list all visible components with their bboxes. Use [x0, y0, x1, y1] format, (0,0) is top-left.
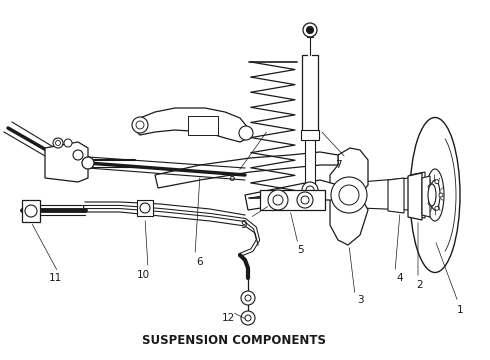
Circle shape [303, 23, 317, 37]
Circle shape [339, 185, 359, 205]
Circle shape [53, 138, 63, 148]
Circle shape [82, 157, 94, 169]
Circle shape [331, 177, 367, 213]
Ellipse shape [426, 169, 444, 221]
Text: 3: 3 [357, 295, 363, 305]
Polygon shape [301, 130, 319, 140]
Text: 8: 8 [229, 173, 235, 183]
Text: 6: 6 [196, 257, 203, 267]
Circle shape [302, 182, 318, 198]
Polygon shape [137, 200, 153, 216]
Polygon shape [422, 176, 430, 217]
Ellipse shape [410, 117, 460, 273]
Polygon shape [360, 178, 410, 210]
Circle shape [301, 196, 309, 204]
Polygon shape [188, 116, 218, 135]
Circle shape [140, 203, 150, 213]
Polygon shape [408, 173, 422, 220]
Circle shape [25, 205, 37, 217]
Circle shape [245, 315, 251, 321]
Text: 9: 9 [241, 220, 247, 230]
Polygon shape [245, 180, 338, 210]
Text: 4: 4 [397, 273, 403, 283]
Polygon shape [305, 135, 315, 185]
Text: 1: 1 [457, 305, 464, 315]
Text: 7: 7 [335, 160, 342, 170]
Circle shape [239, 126, 253, 140]
Polygon shape [410, 172, 425, 218]
Circle shape [273, 195, 283, 205]
Circle shape [297, 192, 313, 208]
Circle shape [306, 186, 314, 194]
Polygon shape [302, 55, 318, 135]
Text: SUSPENSION COMPONENTS: SUSPENSION COMPONENTS [142, 333, 326, 346]
Circle shape [241, 291, 255, 305]
Circle shape [428, 185, 432, 189]
Polygon shape [388, 178, 404, 213]
Circle shape [245, 295, 251, 301]
Ellipse shape [430, 180, 440, 210]
Polygon shape [45, 142, 88, 182]
Text: 12: 12 [221, 313, 235, 323]
Circle shape [136, 121, 144, 129]
Circle shape [439, 193, 443, 197]
Text: 2: 2 [416, 280, 423, 290]
Polygon shape [330, 148, 368, 245]
Text: 10: 10 [136, 270, 149, 280]
Circle shape [55, 140, 60, 145]
Polygon shape [135, 108, 248, 142]
Polygon shape [22, 200, 40, 222]
Circle shape [435, 206, 439, 210]
Circle shape [64, 139, 72, 147]
Circle shape [435, 180, 439, 184]
Circle shape [241, 311, 255, 325]
Circle shape [132, 117, 148, 133]
Polygon shape [260, 190, 325, 210]
Circle shape [428, 201, 432, 205]
Circle shape [307, 27, 314, 33]
Circle shape [73, 150, 83, 160]
Text: 5: 5 [296, 245, 303, 255]
Ellipse shape [428, 184, 436, 206]
Text: 11: 11 [49, 273, 62, 283]
Polygon shape [155, 152, 338, 188]
Circle shape [268, 190, 288, 210]
